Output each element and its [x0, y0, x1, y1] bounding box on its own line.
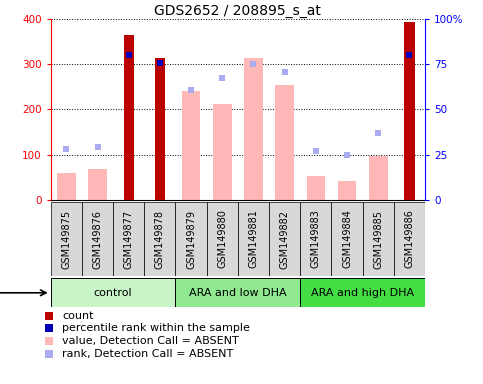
Bar [338, 181, 356, 200]
Text: GSM149884: GSM149884 [342, 210, 352, 268]
Text: ARA and low DHA: ARA and low DHA [189, 288, 287, 298]
Text: GSM149881: GSM149881 [248, 210, 258, 268]
Text: GSM149875: GSM149875 [61, 210, 71, 268]
Text: GSM149878: GSM149878 [155, 210, 165, 268]
Bar [155, 58, 165, 200]
Point [94, 144, 101, 150]
Bar [82, 202, 113, 276]
Bar [207, 202, 238, 276]
Point [156, 60, 164, 66]
Bar [307, 176, 325, 200]
Bar [275, 84, 294, 200]
Point [45, 313, 53, 319]
Point [406, 52, 413, 58]
Bar [300, 202, 331, 276]
Point [187, 87, 195, 93]
Point [45, 338, 53, 344]
Bar [113, 202, 144, 276]
Bar [51, 202, 82, 276]
Bar [88, 169, 107, 200]
Point [218, 75, 226, 81]
Bar [404, 22, 414, 200]
Text: GSM149886: GSM149886 [404, 210, 414, 268]
Point [45, 325, 53, 331]
Text: GSM149885: GSM149885 [373, 210, 383, 268]
Point [125, 52, 132, 58]
Point [45, 351, 53, 357]
Point [374, 130, 382, 136]
Bar [213, 104, 232, 200]
Bar [175, 278, 300, 307]
Text: ARA and high DHA: ARA and high DHA [311, 288, 414, 298]
Text: GSM149877: GSM149877 [124, 210, 134, 268]
Text: rank, Detection Call = ABSENT: rank, Detection Call = ABSENT [62, 349, 233, 359]
Point [62, 146, 70, 152]
Bar [182, 91, 200, 200]
Point [250, 61, 257, 68]
Text: GSM149876: GSM149876 [93, 210, 102, 268]
Text: GSM149883: GSM149883 [311, 210, 321, 268]
Title: GDS2652 / 208895_s_at: GDS2652 / 208895_s_at [155, 4, 321, 18]
Bar [300, 278, 425, 307]
Point [312, 148, 320, 154]
Bar [331, 202, 363, 276]
Bar [144, 202, 175, 276]
Text: percentile rank within the sample: percentile rank within the sample [62, 323, 250, 333]
Text: count: count [62, 311, 94, 321]
Text: GSM149882: GSM149882 [280, 210, 290, 268]
Bar [175, 202, 207, 276]
Bar [363, 202, 394, 276]
Bar [244, 58, 263, 200]
Bar [238, 202, 269, 276]
Bar [369, 156, 388, 200]
Bar [57, 173, 76, 200]
Text: GSM149879: GSM149879 [186, 210, 196, 268]
Text: GSM149880: GSM149880 [217, 210, 227, 268]
Bar [51, 278, 175, 307]
Text: control: control [94, 288, 132, 298]
Bar [124, 35, 134, 200]
Bar [269, 202, 300, 276]
Point [281, 69, 288, 75]
Point [343, 152, 351, 158]
Bar [394, 202, 425, 276]
Text: value, Detection Call = ABSENT: value, Detection Call = ABSENT [62, 336, 239, 346]
